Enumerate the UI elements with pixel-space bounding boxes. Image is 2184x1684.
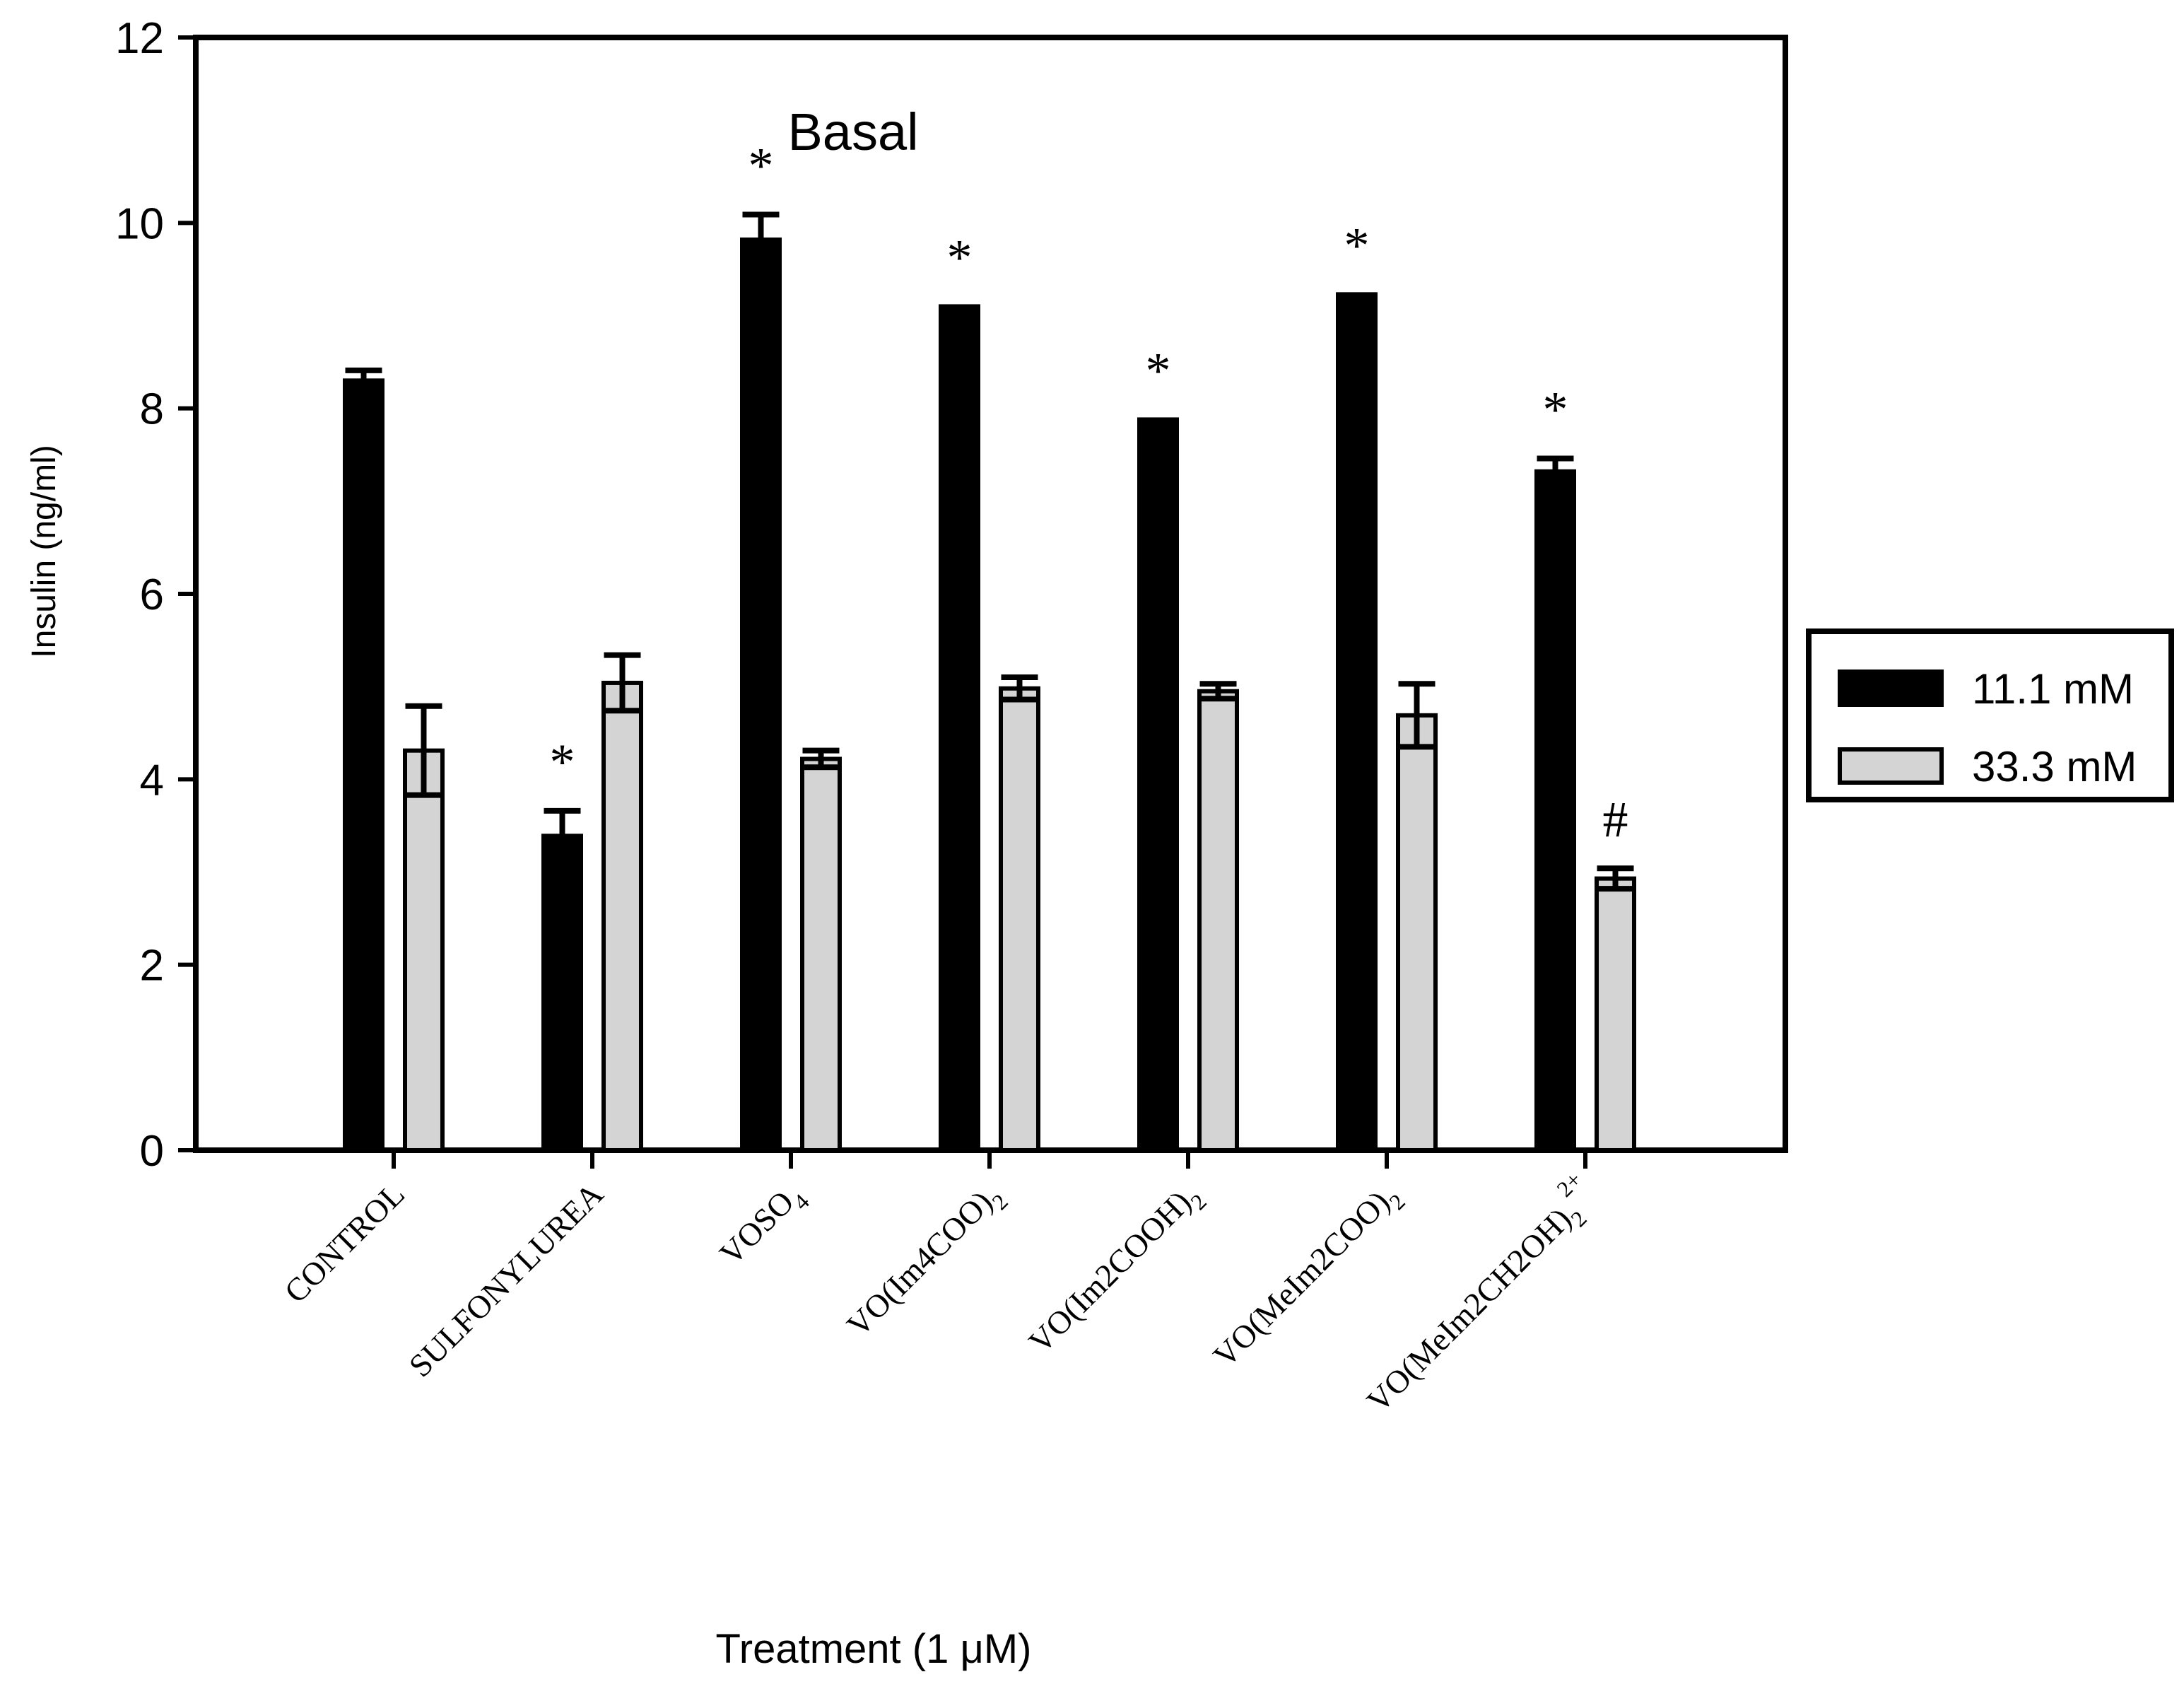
category-label: VOSO4 [712, 1176, 814, 1277]
chart-title: Basal [787, 103, 918, 161]
bar-33-3-mm [1197, 689, 1239, 1152]
significance-marker: * [1344, 217, 1370, 274]
error-bars-layer [345, 211, 1634, 892]
bar-11-1-mm [740, 237, 782, 1152]
axis-ticks-layer: 0 2 4 6 8 10 12 [115, 14, 1587, 1176]
legend: 11.1 mM 33.3 mM [1806, 628, 2174, 802]
y-tick-label: 10 [115, 199, 164, 248]
bar-11-1-mm [1534, 469, 1576, 1152]
category-label: VO(Im2COOH)2 [1021, 1176, 1211, 1365]
significance-marker: # [1603, 791, 1628, 848]
bar-11-1-mm [939, 304, 980, 1152]
bar-33-3-mm [1396, 713, 1438, 1152]
y-tick-label: 0 [140, 1127, 164, 1176]
bar-33-3-mm [800, 756, 842, 1153]
legend-swatch-33-3mM [1838, 747, 1944, 785]
y-axis-title: Insulin (ng/ml) [25, 445, 63, 657]
category-label: VO(Im4COO)2 [840, 1176, 1013, 1349]
legend-label-33-3mM: 33.3 mM [1972, 743, 2137, 790]
significance-marker: * [947, 229, 973, 286]
bar-11-1-mm [1336, 292, 1378, 1153]
significance-markers-layer: * * * * * * # [550, 138, 1628, 848]
category-label: CONTROL [277, 1176, 411, 1310]
bar-33-3-mm [999, 686, 1040, 1152]
bar-11-1-mm [343, 378, 384, 1152]
category-label: SULFONYLUREA [402, 1176, 610, 1384]
y-tick-label: 2 [140, 942, 164, 990]
y-tick-label: 8 [140, 385, 164, 434]
bar-11-1-mm [1137, 417, 1179, 1153]
y-tick-label: 6 [140, 571, 164, 619]
y-tick-label: 12 [115, 14, 164, 63]
legend-label-11-1mM: 11.1 mM [1972, 665, 2134, 713]
legend-swatch-11-1mM [1838, 669, 1944, 707]
significance-marker: * [550, 734, 575, 790]
significance-marker: * [748, 138, 774, 194]
significance-marker: * [1543, 381, 1568, 438]
bar-33-3-mm [601, 680, 643, 1152]
bar-33-3-mm [1595, 876, 1636, 1152]
significance-marker: * [1146, 342, 1171, 399]
x-axis-title: Treatment (1 μM) [715, 1626, 1031, 1672]
bars-layer [343, 237, 1636, 1153]
category-label: VO(MeIm2COO)2 [1207, 1176, 1410, 1379]
bar-11-1-mm [541, 834, 583, 1152]
y-tick-label: 4 [140, 756, 164, 805]
bar-33-3-mm [403, 748, 445, 1152]
